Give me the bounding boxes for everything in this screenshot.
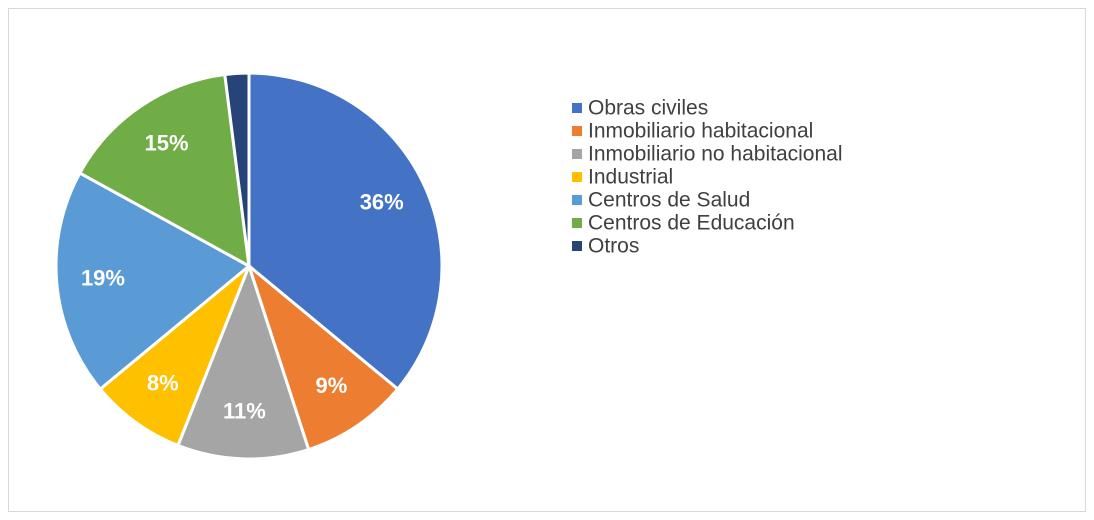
legend-swatch <box>572 218 582 228</box>
data-label: 36% <box>360 189 404 214</box>
legend-swatch <box>572 241 582 251</box>
legend-swatch <box>572 149 582 159</box>
data-label: 8% <box>147 370 179 395</box>
legend-swatch <box>572 126 582 136</box>
legend-swatch <box>572 103 582 113</box>
pie-slice <box>223 71 251 267</box>
data-label: 15% <box>145 130 189 155</box>
legend-label: Obras civiles <box>588 97 708 120</box>
legend-swatch <box>572 172 582 182</box>
data-label: 9% <box>316 373 348 398</box>
pie-slice <box>176 261 311 461</box>
legend-label: Centros de Salud <box>588 189 750 212</box>
pie-slice <box>77 72 251 269</box>
legend-label: Industrial <box>588 166 673 189</box>
pie-slice <box>54 170 252 392</box>
pie-slice <box>245 261 400 452</box>
legend-label: Otros <box>588 235 639 258</box>
pie-slice <box>247 71 444 392</box>
legend-label: Inmobiliario habitacional <box>588 120 813 143</box>
legend-label: Inmobiliario no habitacional <box>588 143 843 166</box>
data-label: 19% <box>81 266 125 291</box>
legend-label: Centros de Educación <box>588 212 795 235</box>
data-label: 11% <box>223 398 266 423</box>
pie-slice <box>98 264 251 448</box>
legend-swatch <box>572 195 582 205</box>
